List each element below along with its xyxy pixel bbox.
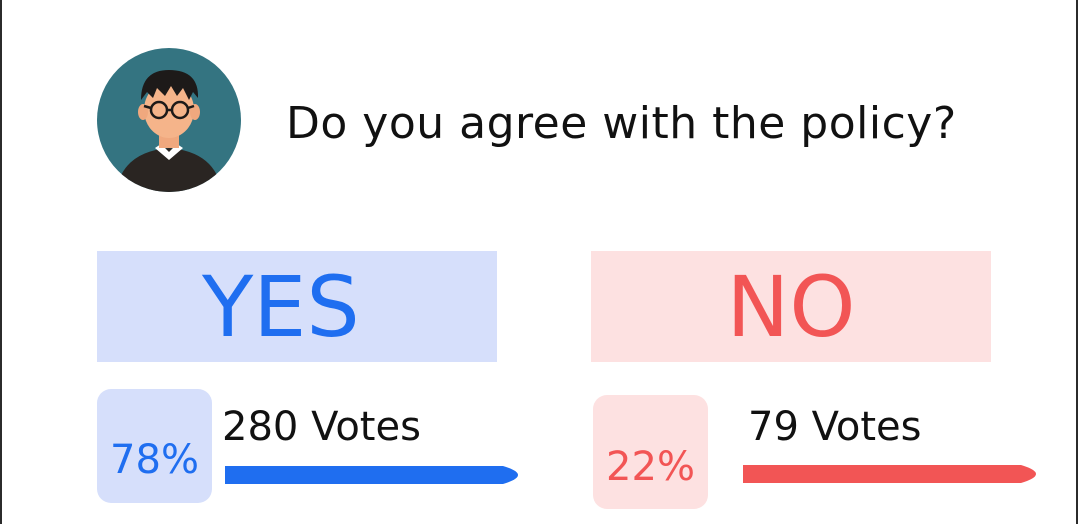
yes-percent-badge: 78% (97, 389, 212, 503)
no-progress-bar (743, 465, 1051, 483)
yes-votes-count: 280 Votes (222, 404, 421, 450)
poll-question: Do you agree with the policy? (286, 98, 957, 149)
user-avatar-icon (97, 48, 241, 192)
no-option-button[interactable]: NO (591, 251, 991, 362)
yes-progress-bar (225, 466, 533, 484)
yes-option-button[interactable]: YES (97, 251, 497, 362)
no-percent-badge: 22% (593, 395, 708, 509)
no-votes-count: 79 Votes (748, 404, 922, 450)
